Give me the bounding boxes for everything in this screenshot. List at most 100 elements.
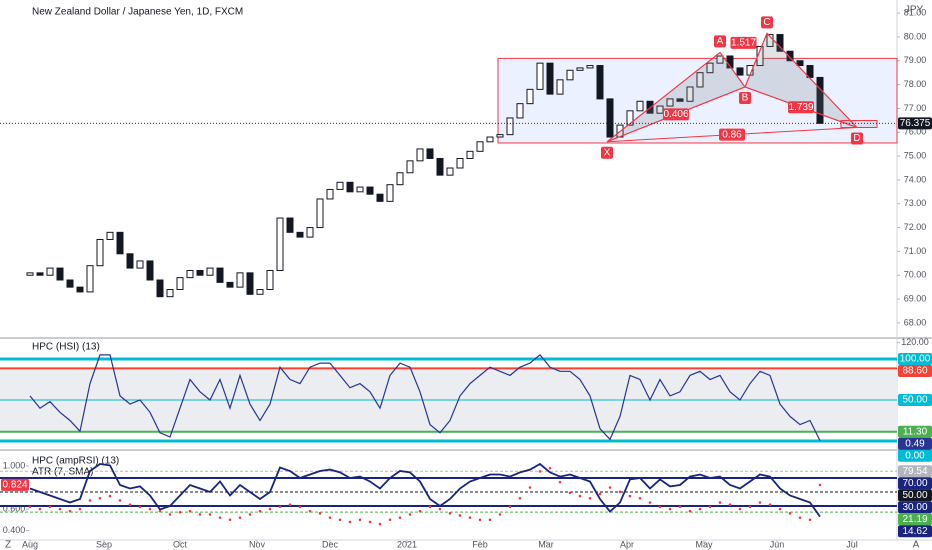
y-tick-label: 75.00 (904, 150, 927, 160)
atr-dot (648, 501, 652, 504)
atr-dot (668, 507, 672, 511)
value-badge-label: 11.30 (903, 426, 928, 437)
y-tick-label: 70.00 (904, 270, 927, 280)
x-tick-label: Mar (538, 539, 554, 549)
atr-dot (288, 503, 292, 507)
x-tick-label: Jun (770, 539, 785, 549)
atr-dot (788, 512, 792, 515)
value-badge (898, 394, 932, 407)
atr-dot (588, 496, 592, 500)
candle (166, 289, 174, 298)
atr-dot (758, 501, 762, 504)
atr-dot (248, 513, 252, 516)
candle (476, 141, 484, 152)
candle (786, 50, 794, 62)
pattern-point-badge (714, 35, 726, 48)
atr-dot (378, 522, 382, 526)
value-badge (1, 478, 29, 491)
candle (196, 269, 204, 276)
legend-entry: ATR (7, SMA) (32, 467, 93, 478)
value-badge (898, 465, 932, 478)
x-tick-label: Sep (96, 539, 112, 549)
y-tick-label: 73.00 (904, 198, 927, 208)
atr-dot (278, 505, 282, 509)
value-badge-label: 88.60 (902, 366, 927, 377)
candle (76, 286, 84, 293)
atr-dot (708, 505, 712, 509)
candle (376, 193, 384, 202)
atr-dot (718, 501, 722, 504)
auto-scale-button[interactable]: A (913, 540, 920, 550)
atr-dot (798, 516, 802, 519)
atr-dot (78, 507, 82, 511)
value-badge-label: 0.00 (905, 450, 925, 461)
atr-dot (238, 516, 242, 519)
ratio-label: 0.86 (722, 129, 742, 140)
atr-dot (488, 518, 492, 522)
y-tick-label: 69.00 (904, 293, 927, 303)
candle (696, 72, 704, 88)
candle (426, 148, 434, 159)
candle (36, 272, 44, 276)
candle (756, 45, 764, 67)
candle (206, 267, 214, 276)
value-badge (898, 489, 932, 502)
pattern-point-label: B (742, 93, 749, 104)
candle (566, 69, 574, 81)
atr-dot (578, 494, 582, 498)
atr-dot (88, 499, 92, 502)
timezone-button[interactable]: Z (5, 540, 11, 550)
candle (416, 148, 424, 162)
candle (556, 79, 564, 95)
atr-dot (308, 509, 312, 513)
value-badge (898, 117, 932, 130)
atr-dot (678, 505, 682, 509)
candle (356, 186, 364, 193)
y2-tick-label: 0.600 (3, 503, 26, 513)
value-badge (898, 513, 932, 526)
candle (656, 105, 664, 114)
atr-dot (638, 496, 642, 500)
atr-dot (388, 518, 392, 522)
value-badge (898, 525, 932, 538)
ratio-badge (719, 128, 745, 141)
atr-dot (438, 507, 442, 511)
candle (156, 279, 164, 298)
candle (56, 267, 64, 281)
candle (716, 55, 724, 64)
indicator-line (29, 462, 821, 518)
candle (396, 172, 404, 186)
y-tick-label: 80.00 (904, 31, 927, 41)
indicator-line (29, 354, 821, 441)
atr-dot (268, 507, 272, 511)
y-tick-label: 72.00 (904, 222, 927, 232)
atr-dot (398, 516, 402, 519)
value-badge (898, 501, 932, 514)
atr-dot (198, 513, 202, 516)
atr-dot (558, 480, 562, 484)
candle (256, 289, 264, 295)
y-tick-label: 78.00 (904, 79, 927, 89)
candle (666, 98, 674, 107)
value-badge (898, 437, 932, 450)
candle (346, 181, 354, 193)
y2-tick-label: 1.000 (3, 460, 26, 470)
candle (686, 86, 694, 102)
atr-dot (58, 507, 62, 511)
atr-dot (738, 507, 742, 511)
atr-dot (818, 483, 822, 487)
atr-dot (548, 466, 552, 470)
candle (46, 267, 54, 276)
pattern-point-label: D (853, 133, 860, 144)
candle (266, 269, 274, 291)
pattern-point-label: X (604, 147, 611, 158)
atr-dot (28, 505, 32, 509)
atr-dot (768, 503, 772, 507)
atr-dot (328, 516, 332, 519)
value-badge-label: 70.00 (902, 478, 927, 489)
atr-dot (538, 470, 542, 473)
x-tick-label: Feb (472, 539, 488, 549)
candle (456, 157, 464, 169)
y-tick-label: 77.00 (904, 103, 927, 113)
candle (606, 98, 614, 138)
